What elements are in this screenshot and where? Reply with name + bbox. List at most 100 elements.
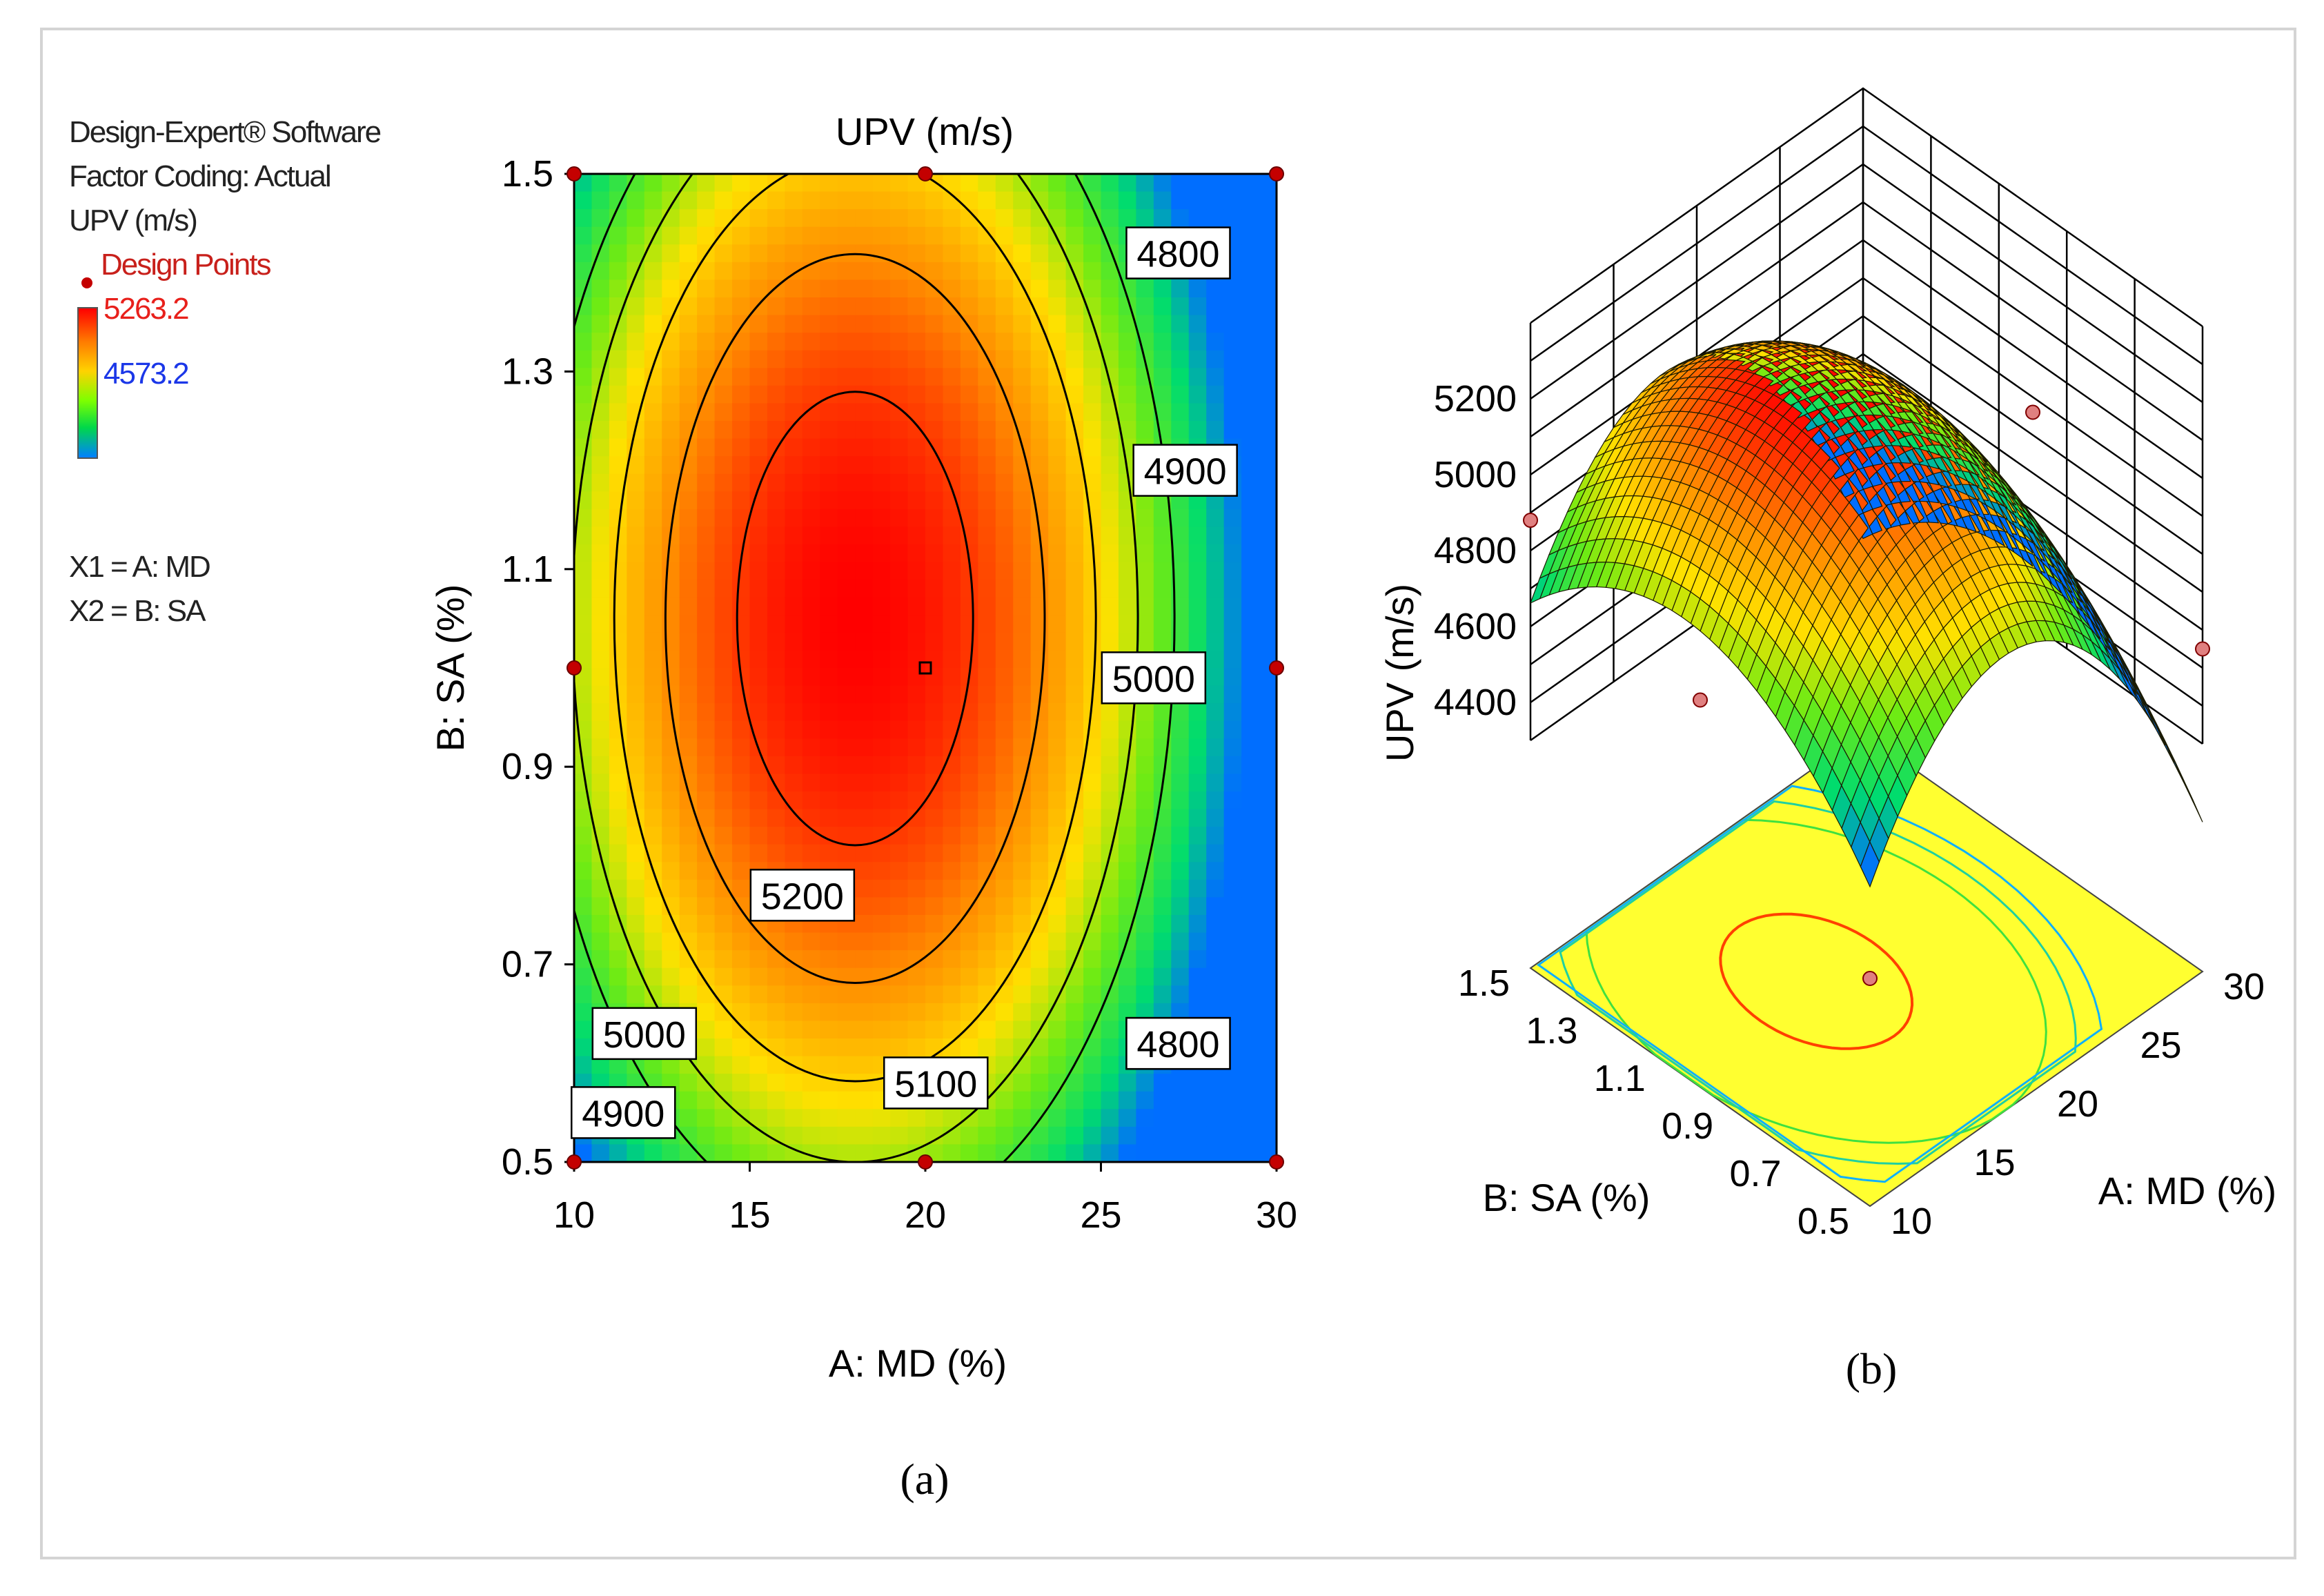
- heat-cell: [890, 315, 909, 333]
- heat-cell: [627, 368, 645, 386]
- heat-cell: [732, 262, 751, 281]
- heat-cell: [872, 1109, 891, 1127]
- heat-cell: [732, 368, 751, 386]
- heat-cell: [890, 244, 909, 263]
- heat-cell: [855, 985, 874, 1004]
- heat-cell: [714, 562, 733, 580]
- heat-cell: [890, 756, 909, 775]
- heat-cell: [837, 333, 856, 351]
- heat-cell: [609, 809, 628, 827]
- heat-cell: [644, 650, 663, 669]
- heat-cell: [732, 1056, 751, 1074]
- heat-cell: [609, 544, 628, 563]
- heat-cell: [644, 421, 663, 440]
- heat-cell: [820, 756, 838, 775]
- b-y-tick-label: 0.9: [1662, 1105, 1713, 1147]
- heat-cell: [662, 862, 680, 880]
- heat-cell: [732, 226, 751, 246]
- heat-cell: [679, 862, 698, 880]
- heat-cell: [732, 862, 751, 880]
- heat-cell: [872, 473, 891, 493]
- heat-cell: [767, 950, 786, 969]
- heat-cell: [627, 509, 645, 528]
- heat-cell: [872, 456, 891, 475]
- heat-cell: [855, 844, 874, 863]
- heat-cell: [749, 932, 768, 951]
- heat-cell: [749, 1074, 768, 1092]
- heat-cell: [890, 862, 909, 880]
- heat-cell: [802, 756, 821, 775]
- heat-cell: [802, 703, 821, 722]
- heat-cell: [714, 473, 733, 493]
- heat-cell: [679, 827, 698, 845]
- heat-cell: [609, 668, 628, 687]
- heat-cell: [644, 685, 663, 704]
- heat-cell: [644, 473, 663, 493]
- heat-cell: [609, 791, 628, 810]
- heat-cell: [890, 350, 909, 369]
- heat-cell: [802, 191, 821, 210]
- heat-cell: [679, 562, 698, 580]
- heat-cell: [697, 897, 716, 916]
- heat-cell: [802, 685, 821, 704]
- heat-cell: [714, 791, 733, 810]
- heat-cell: [820, 1109, 838, 1127]
- heat-cell: [837, 509, 856, 528]
- heat-cell: [644, 738, 663, 757]
- heat-cell: [591, 932, 610, 951]
- heat-cell: [785, 932, 803, 951]
- heat-cell: [697, 191, 716, 210]
- heat-cell: [662, 791, 680, 810]
- heat-cell: [732, 1091, 751, 1110]
- heat-cell: [890, 703, 909, 722]
- heat-cell: [820, 509, 838, 528]
- heat-cell: [802, 650, 821, 669]
- heat-cell: [820, 562, 838, 580]
- heat-cell: [591, 950, 610, 969]
- heat-cell: [855, 615, 874, 633]
- heat-cell: [837, 350, 856, 369]
- heat-cell: [785, 1126, 803, 1145]
- heat-cell: [749, 526, 768, 545]
- heat-cell: [767, 703, 786, 722]
- heat-cell: [837, 368, 856, 386]
- heat-cell: [785, 297, 803, 316]
- heat-cell: [890, 615, 909, 633]
- heat-cell: [732, 1038, 751, 1057]
- heat-cell: [714, 950, 733, 969]
- heat-cell: [820, 456, 838, 475]
- heat-cell: [872, 1021, 891, 1039]
- heat-cell: [644, 756, 663, 775]
- heat-cell: [855, 526, 874, 545]
- heat-cell: [714, 915, 733, 934]
- heat-cell: [907, 191, 926, 210]
- heat-cell: [714, 491, 733, 510]
- heat-cell: [855, 915, 874, 934]
- heat-cell: [591, 297, 610, 316]
- heat-cell: [697, 668, 716, 687]
- heat-cell: [609, 774, 628, 792]
- heat-cell: [697, 1109, 716, 1127]
- heat-cell: [767, 1109, 786, 1127]
- heat-cell: [697, 438, 716, 457]
- heat-cell: [820, 491, 838, 510]
- legend-factors: X1 = A: MD X2 = B: SA: [69, 545, 211, 633]
- heat-cell: [837, 950, 856, 969]
- heat-cell: [872, 844, 891, 863]
- z-axis-title: UPV (m/s): [1378, 584, 1421, 762]
- heat-cell: [785, 597, 803, 616]
- heat-cell: [820, 1003, 838, 1022]
- heat-cell: [872, 174, 891, 193]
- heat-cell: [855, 174, 874, 193]
- heat-cell: [644, 1144, 663, 1162]
- heat-cell: [609, 650, 628, 669]
- heat-cell: [697, 562, 716, 580]
- heat-cell: [872, 985, 891, 1004]
- heat-cell: [574, 403, 593, 422]
- heat-cell: [890, 333, 909, 351]
- heat-cell: [609, 385, 628, 404]
- heat-cell: [749, 597, 768, 616]
- heat-cell: [907, 297, 926, 316]
- heat-cell: [627, 315, 645, 333]
- heat-cell: [802, 174, 821, 193]
